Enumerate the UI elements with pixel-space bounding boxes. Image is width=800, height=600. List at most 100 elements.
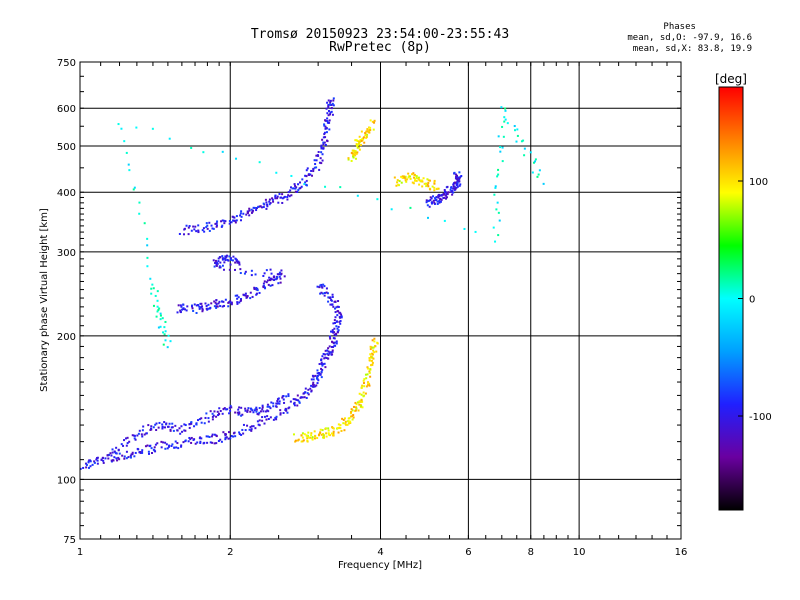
data-point — [474, 230, 477, 233]
data-point — [250, 425, 253, 428]
data-point — [259, 205, 262, 208]
data-point — [286, 198, 289, 201]
data-point — [215, 264, 218, 267]
y-tick-label: 600 — [57, 104, 76, 115]
data-point — [367, 382, 370, 385]
data-point — [150, 292, 153, 295]
data-point — [228, 412, 231, 415]
data-point — [358, 140, 361, 143]
data-point — [203, 422, 206, 425]
data-point — [321, 292, 324, 295]
data-point — [128, 169, 131, 172]
data-point — [320, 370, 323, 373]
data-point — [324, 185, 327, 188]
data-point — [178, 427, 181, 430]
data-point — [128, 440, 131, 443]
data-point — [194, 225, 197, 228]
data-point — [282, 398, 285, 401]
data-point — [107, 457, 110, 460]
data-point — [307, 431, 310, 434]
data-point — [242, 423, 245, 426]
data-point — [310, 434, 313, 437]
data-point — [185, 224, 188, 227]
data-point — [235, 258, 238, 261]
data-point — [238, 412, 241, 415]
data-point — [252, 425, 255, 428]
data-point — [265, 269, 268, 272]
data-point — [296, 404, 299, 407]
data-point — [311, 438, 314, 441]
phase-stats-o: mean, sd,O: -97.9, 16.6 — [627, 33, 752, 43]
data-point — [423, 182, 426, 185]
data-point — [169, 340, 172, 343]
data-point — [420, 179, 423, 182]
data-point — [170, 444, 173, 447]
data-point — [318, 161, 321, 164]
data-point — [199, 306, 202, 309]
data-point — [314, 385, 317, 388]
data-point — [315, 154, 318, 157]
data-point — [319, 284, 322, 287]
data-point — [314, 434, 317, 437]
data-point — [221, 258, 224, 261]
data-point — [349, 420, 352, 423]
data-point — [147, 424, 150, 427]
data-point — [156, 290, 159, 293]
data-point — [288, 406, 291, 409]
data-point — [454, 177, 457, 180]
data-point — [117, 123, 120, 126]
data-point — [276, 273, 279, 276]
data-point — [255, 410, 258, 413]
x-tick-label: 2 — [227, 547, 233, 558]
data-point — [133, 455, 136, 458]
data-point — [249, 410, 252, 413]
data-point — [215, 224, 218, 227]
data-point — [366, 366, 369, 369]
data-point — [160, 440, 163, 443]
data-point — [126, 442, 129, 445]
data-point — [369, 353, 372, 356]
data-point — [323, 285, 326, 288]
data-point — [362, 391, 365, 394]
data-point — [426, 178, 429, 181]
data-point — [252, 411, 255, 414]
data-point — [264, 198, 267, 201]
data-point — [537, 173, 540, 176]
data-point — [322, 136, 325, 139]
data-point — [239, 219, 242, 222]
data-point — [331, 349, 334, 352]
data-point — [189, 438, 192, 441]
data-point — [246, 211, 249, 214]
data-point — [361, 384, 364, 387]
data-point — [369, 129, 372, 132]
data-point — [327, 350, 330, 353]
data-point — [239, 212, 242, 215]
data-point — [140, 433, 143, 436]
data-point — [360, 139, 363, 142]
data-point — [181, 308, 184, 311]
data-point — [223, 257, 226, 260]
data-point — [123, 457, 126, 460]
data-point — [292, 398, 295, 401]
data-point — [250, 274, 253, 277]
data-point — [294, 187, 297, 190]
data-point — [450, 186, 453, 189]
data-point — [456, 176, 459, 179]
data-point — [132, 188, 135, 191]
data-point — [258, 411, 261, 414]
data-point — [327, 433, 330, 436]
data-point — [428, 205, 431, 208]
data-point — [367, 367, 370, 370]
data-point — [131, 452, 134, 455]
data-point — [253, 409, 256, 412]
data-point — [318, 363, 321, 366]
data-point — [439, 194, 442, 197]
data-point — [327, 427, 330, 430]
data-point — [522, 139, 525, 142]
data-point — [456, 185, 459, 188]
data-point — [263, 415, 266, 418]
data-point — [148, 445, 151, 448]
data-point — [370, 346, 373, 349]
data-point — [335, 340, 338, 343]
data-point — [310, 384, 313, 387]
